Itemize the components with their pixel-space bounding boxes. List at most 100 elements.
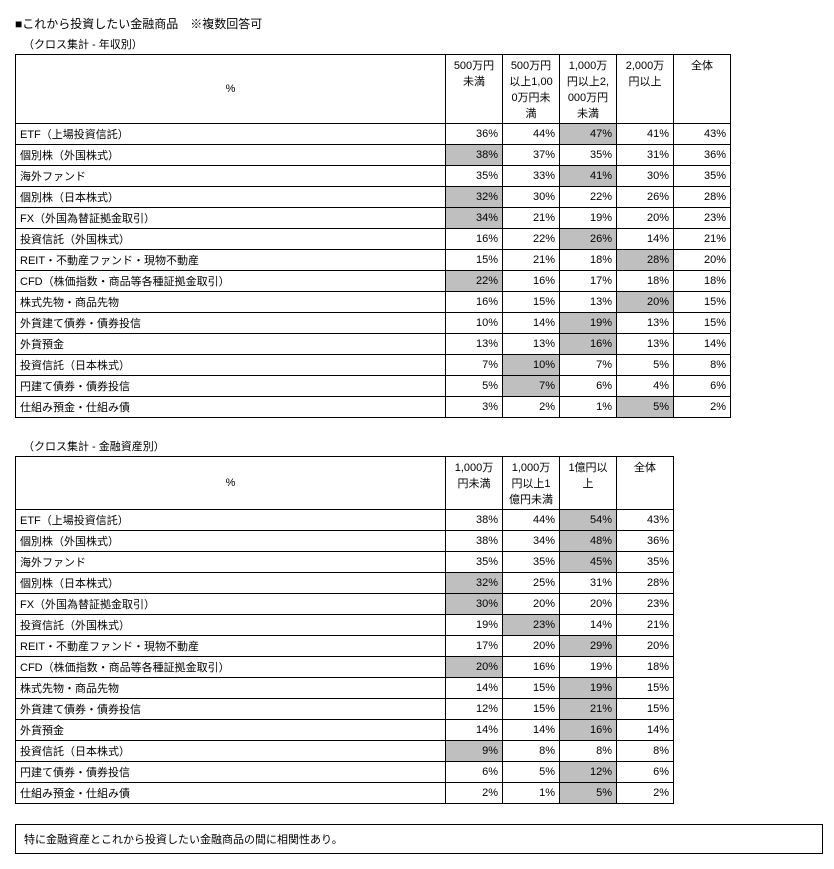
row-label: REIT・不動産ファンド・現物不動産 [16, 636, 446, 657]
cell-value: 19% [560, 657, 617, 678]
cell-value: 35% [560, 145, 617, 166]
cell-value: 17% [446, 636, 503, 657]
cell-value: 18% [560, 250, 617, 271]
table-row: 仕組み預金・仕組み債2%1%5%2% [16, 783, 674, 804]
cell-value: 20% [617, 292, 674, 313]
cell-value: 6% [617, 762, 674, 783]
table-row: 円建て債券・債券投信5%7%6%4%6% [16, 376, 731, 397]
cell-value: 14% [617, 720, 674, 741]
cell-value: 41% [560, 166, 617, 187]
cell-value: 21% [503, 208, 560, 229]
row-label: 投資信託（外国株式） [16, 615, 446, 636]
cell-value: 5% [617, 397, 674, 418]
table-row: 海外ファンド35%33%41%30%35% [16, 166, 731, 187]
cell-value: 14% [446, 720, 503, 741]
cell-value: 33% [503, 166, 560, 187]
cell-value: 9% [446, 741, 503, 762]
cell-value: 13% [617, 313, 674, 334]
cell-value: 19% [560, 678, 617, 699]
row-label: 外貨預金 [16, 720, 446, 741]
row-label: 円建て債券・債券投信 [16, 762, 446, 783]
cell-value: 30% [446, 594, 503, 615]
row-label: CFD（株価指数・商品等各種証拠金取引） [16, 657, 446, 678]
cell-value: 18% [617, 657, 674, 678]
row-label: 個別株（外国株式） [16, 145, 446, 166]
cell-value: 2% [446, 783, 503, 804]
cell-value: 13% [446, 334, 503, 355]
cell-value: 15% [617, 699, 674, 720]
table-row: 個別株（日本株式）32%30%22%26%28% [16, 187, 731, 208]
row-label: 仕組み預金・仕組み債 [16, 397, 446, 418]
cell-value: 38% [446, 510, 503, 531]
cell-value: 14% [503, 720, 560, 741]
percent-header: % [16, 457, 446, 510]
table-row: 株式先物・商品先物16%15%13%20%15% [16, 292, 731, 313]
cell-value: 10% [446, 313, 503, 334]
cell-value: 43% [674, 124, 731, 145]
cell-value: 15% [503, 292, 560, 313]
column-header: 全体 [617, 457, 674, 510]
cell-value: 36% [617, 531, 674, 552]
cell-value: 38% [446, 531, 503, 552]
row-label: CFD（株価指数・商品等各種証拠金取引） [16, 271, 446, 292]
cell-value: 20% [503, 636, 560, 657]
cell-value: 15% [503, 678, 560, 699]
row-label: REIT・不動産ファンド・現物不動産 [16, 250, 446, 271]
table-row: 投資信託（日本株式）7%10%7%5%8% [16, 355, 731, 376]
table-row: 円建て債券・債券投信6%5%12%6% [16, 762, 674, 783]
cell-value: 8% [617, 741, 674, 762]
cell-value: 6% [560, 376, 617, 397]
row-label: FX（外国為替証拠金取引） [16, 594, 446, 615]
cell-value: 22% [446, 271, 503, 292]
cell-value: 13% [560, 292, 617, 313]
table-row: REIT・不動産ファンド・現物不動産15%21%18%28%20% [16, 250, 731, 271]
cell-value: 16% [503, 271, 560, 292]
cell-value: 10% [503, 355, 560, 376]
table-row: 外貨建て債券・債券投信12%15%21%15% [16, 699, 674, 720]
cell-value: 14% [674, 334, 731, 355]
cell-value: 7% [503, 376, 560, 397]
cell-value: 32% [446, 187, 503, 208]
cell-value: 23% [674, 208, 731, 229]
table-row: REIT・不動産ファンド・現物不動産17%20%29%20% [16, 636, 674, 657]
table-row: CFD（株価指数・商品等各種証拠金取引）20%16%19%18% [16, 657, 674, 678]
table-row: 海外ファンド35%35%45%35% [16, 552, 674, 573]
cell-value: 35% [503, 552, 560, 573]
cell-value: 32% [446, 573, 503, 594]
row-label: ETF（上場投資信託） [16, 124, 446, 145]
cell-value: 31% [560, 573, 617, 594]
cell-value: 18% [674, 271, 731, 292]
cell-value: 35% [446, 166, 503, 187]
cell-value: 54% [560, 510, 617, 531]
cell-value: 28% [674, 187, 731, 208]
table-row: ETF（上場投資信託）36%44%47%41%43% [16, 124, 731, 145]
table1: %500万円未満500万円以上1,000万円未満1,000万円以上2,000万円… [15, 54, 731, 418]
cell-value: 19% [560, 208, 617, 229]
row-label: 円建て債券・債券投信 [16, 376, 446, 397]
row-label: FX（外国為替証拠金取引） [16, 208, 446, 229]
cell-value: 20% [617, 208, 674, 229]
row-label: 外貨建て債券・債券投信 [16, 313, 446, 334]
cell-value: 21% [617, 615, 674, 636]
cell-value: 41% [617, 124, 674, 145]
row-label: 株式先物・商品先物 [16, 292, 446, 313]
table-row: 株式先物・商品先物14%15%19%15% [16, 678, 674, 699]
cell-value: 13% [617, 334, 674, 355]
cell-value: 38% [446, 145, 503, 166]
cell-value: 34% [503, 531, 560, 552]
cell-value: 16% [560, 334, 617, 355]
table-row: FX（外国為替証拠金取引）34%21%19%20%23% [16, 208, 731, 229]
cell-value: 4% [617, 376, 674, 397]
cell-value: 12% [446, 699, 503, 720]
cell-value: 20% [446, 657, 503, 678]
cell-value: 7% [446, 355, 503, 376]
cell-value: 14% [503, 313, 560, 334]
cell-value: 15% [446, 250, 503, 271]
cell-value: 8% [560, 741, 617, 762]
cell-value: 20% [503, 594, 560, 615]
cell-value: 1% [560, 397, 617, 418]
cell-value: 15% [503, 699, 560, 720]
page-title: ■これから投資したい金融商品 ※複数回答可 [15, 15, 819, 32]
table-row: 投資信託（日本株式）9%8%8%8% [16, 741, 674, 762]
cell-value: 6% [446, 762, 503, 783]
